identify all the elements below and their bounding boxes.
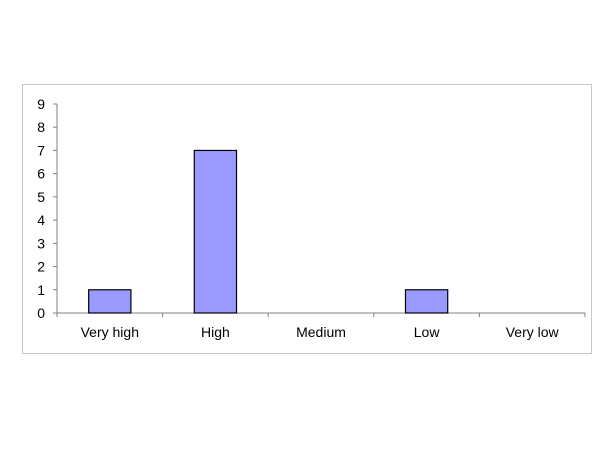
x-axis: Very high High Medium Low Very low	[56, 312, 586, 340]
y-tick-label: 8	[37, 119, 45, 135]
bar-very-high	[88, 289, 132, 314]
y-tick-label: 3	[37, 235, 45, 251]
y-tick-label: 9	[37, 96, 45, 112]
bars	[88, 149, 449, 314]
y-tick-label: 5	[37, 189, 45, 205]
y-tick-label: 7	[37, 142, 45, 158]
y-tick-label: 1	[37, 282, 45, 298]
y-tick-label: 4	[37, 212, 45, 228]
x-tick-label: Very high	[81, 324, 139, 340]
y-tick-label: 0	[37, 305, 45, 321]
y-tick-label: 2	[37, 259, 45, 275]
y-tick-label: 6	[37, 166, 45, 182]
x-tick-label: Low	[414, 324, 441, 340]
x-tick-label: High	[201, 324, 230, 340]
x-tick-label: Medium	[296, 324, 346, 340]
bar-low	[404, 289, 449, 314]
bar-high	[193, 149, 238, 314]
x-tick-label: Very low	[506, 324, 560, 340]
y-axis: 0 1 2 3 4 5 6 7 8 9	[37, 96, 58, 321]
